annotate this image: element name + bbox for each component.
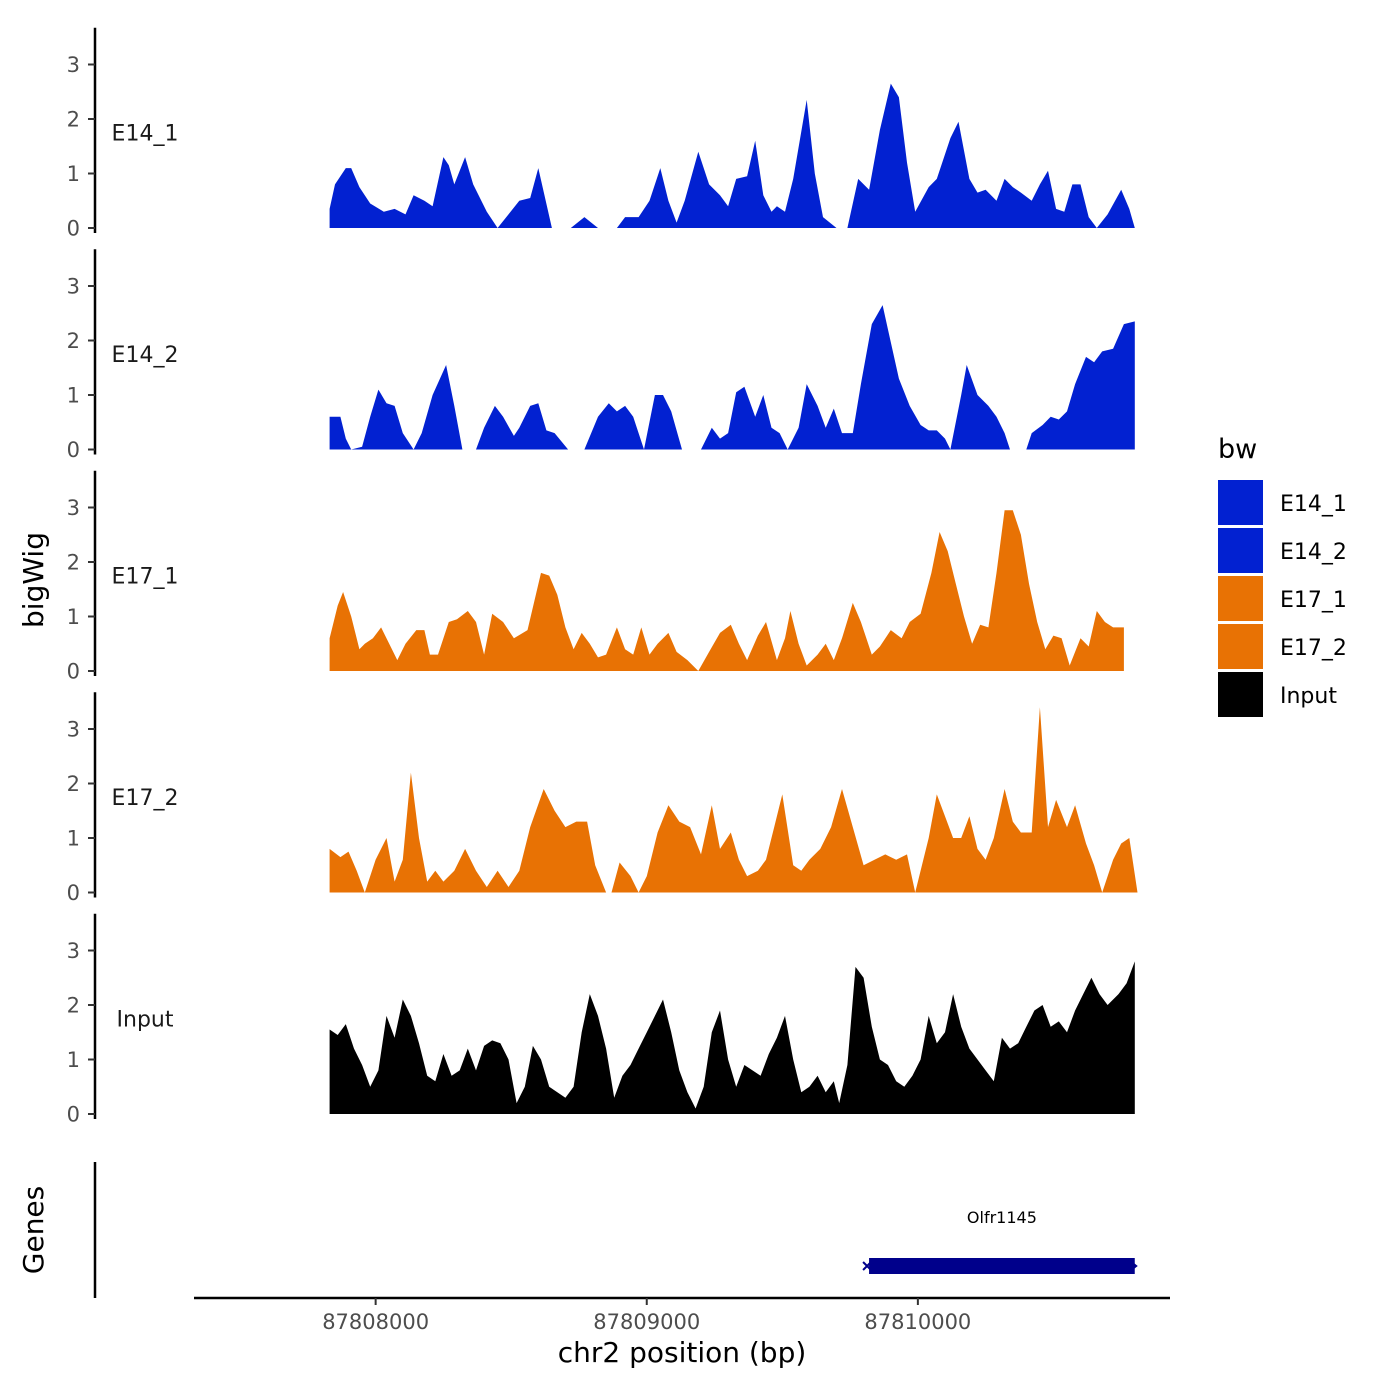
x-tick-label: 87809000 [593,1310,700,1334]
x-axis-title: chr2 position (bp) [558,1336,807,1369]
y-tick-label: 3 [67,275,80,299]
signal-area-E17_2 [329,707,1138,893]
legend-swatch [1218,624,1263,669]
y-tick-label: 3 [67,53,80,77]
y-axis-title: bigWig [17,532,50,628]
signal-area-Input [329,961,1135,1114]
track-E14_2: 0 1 2 3 E14_2 [67,249,1135,462]
x-axis: 87808000 87809000 87810000 [194,1296,1170,1334]
y-tick-label: 2 [67,772,80,796]
track-E17_1: 0 1 2 3 E17_1 [67,470,1124,684]
track-E14_1: 0 1 2 3 E14_1 [67,27,1135,241]
legend-label: E17_1 [1280,588,1347,613]
legend-item-E14_2: E14_2 [1218,528,1347,573]
legend-label: Input [1280,684,1337,709]
track-Input: 0 1 2 3 Input [67,913,1135,1127]
x-tick-label: 87810000 [864,1310,971,1334]
y-tick-label: 3 [67,939,80,963]
signal-area-E14_2 [329,305,1135,450]
gene-start-marker [862,1261,872,1271]
signal-tracks: 0 1 2 3 E14_1 0 1 2 3 E14_2 0 1 2 3 E17_1 0 1 2 3 E17_2 0 1 2 3… [67,27,1138,1127]
track-label: E17_1 [112,565,179,590]
legend-item-E17_2: E17_2 [1218,624,1347,669]
gene-label: Olfr1145 [967,1208,1037,1227]
y-tick-label: 3 [67,718,80,742]
y-tick-label: 3 [67,496,80,520]
y-tick-label: 1 [67,827,80,851]
legend: bw E14_1 E14_2 E17_1 E17_2 Input [1218,434,1347,717]
y-tick-label: 2 [67,994,80,1018]
y-tick-label: 2 [67,329,80,353]
track-label: E17_2 [112,786,179,811]
legend-swatch [1218,528,1263,573]
track-label: Input [117,1008,174,1033]
y-tick-label: 1 [67,384,80,408]
gene-body [869,1258,1135,1274]
y-tick-label: 1 [67,1048,80,1072]
y-tick-label: 0 [67,438,80,462]
track-label: E14_2 [112,343,179,368]
track-label: E14_1 [112,122,179,147]
gene-end-marker [1132,1262,1138,1270]
x-tick-label: 87808000 [322,1310,429,1334]
legend-item-E17_1: E17_1 [1218,576,1347,621]
signal-area-E17_1 [329,510,1124,671]
signal-area-E14_1 [329,83,1135,228]
legend-title: bw [1218,434,1257,465]
legend-label: E17_2 [1280,636,1347,661]
legend-label: E14_2 [1280,540,1347,565]
genes-axis-title: Genes [17,1186,50,1274]
y-tick-label: 0 [67,660,80,684]
gene-panel: Olfr1145 [93,1162,1138,1298]
track-E17_2: 0 1 2 3 E17_2 [67,692,1138,905]
gene-Olfr1145: Olfr1145 [862,1208,1138,1274]
y-tick-label: 2 [67,108,80,132]
legend-item-E14_1: E14_1 [1218,480,1347,525]
legend-swatch [1218,576,1263,621]
y-tick-label: 2 [67,551,80,575]
y-tick-label: 1 [67,605,80,629]
y-tick-label: 0 [67,881,80,905]
legend-label: E14_1 [1280,492,1347,517]
y-tick-label: 0 [67,1103,80,1127]
y-tick-label: 0 [67,217,80,241]
legend-swatch [1218,672,1263,717]
legend-swatch [1218,480,1263,525]
legend-item-Input: Input [1218,672,1337,717]
y-tick-label: 1 [67,162,80,186]
